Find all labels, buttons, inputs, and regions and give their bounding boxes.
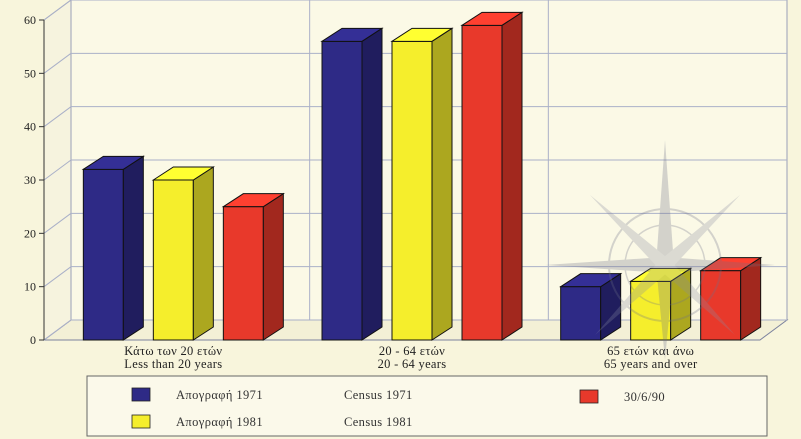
gridline-side	[43, 0, 72, 21]
gridline-side	[43, 319, 72, 341]
bar	[558, 272, 623, 341]
y-tick-label: 40	[24, 120, 36, 134]
gridline-side	[43, 159, 72, 181]
legend-swatch	[579, 389, 599, 404]
legend-swatch	[131, 414, 151, 429]
y-tick-label: 50	[24, 66, 36, 80]
bar	[221, 192, 286, 341]
legend-label-greek: 30/6/90	[624, 390, 665, 404]
y-tick-label: 20	[24, 226, 36, 240]
bar	[390, 27, 454, 341]
bar	[151, 166, 216, 341]
y-tick-label: 0	[30, 333, 36, 347]
y-tick-label: 10	[24, 280, 36, 294]
bar	[320, 27, 384, 341]
gridline-side	[43, 106, 72, 128]
category-label-greek: 65 ετών και άνω	[607, 344, 694, 358]
legend-box	[86, 375, 768, 437]
legend-label-greek: Απογραφή 1971	[176, 388, 263, 402]
category-label-english: 65 years and over	[604, 357, 698, 371]
legend-label-english: Census 1971	[344, 388, 413, 402]
legend-swatch	[131, 387, 151, 402]
statistical-service-emblem	[545, 140, 775, 360]
y-tick-label: 30	[24, 173, 36, 187]
bar	[628, 267, 693, 341]
bar	[81, 155, 146, 341]
legend: Απογραφή 1971 Census 1971 Απογραφή 1981 Cen…	[86, 375, 768, 437]
bar	[460, 11, 524, 341]
category-label-english: 20 - 64 years	[378, 357, 447, 371]
y-tick-label: 60	[24, 13, 36, 27]
category-label-greek: Κάτω των 20 ετών	[124, 344, 222, 358]
gridline-side	[43, 212, 72, 234]
category-label-english: Less than 20 years	[124, 357, 222, 371]
gridline-side	[43, 266, 72, 288]
legend-label-english: Census 1981	[344, 415, 413, 429]
bar	[698, 256, 763, 341]
legend-label-greek: Απογραφή 1981	[176, 415, 263, 429]
category-label-greek: 20 - 64 ετών	[379, 344, 445, 358]
gridline-side	[43, 52, 72, 74]
